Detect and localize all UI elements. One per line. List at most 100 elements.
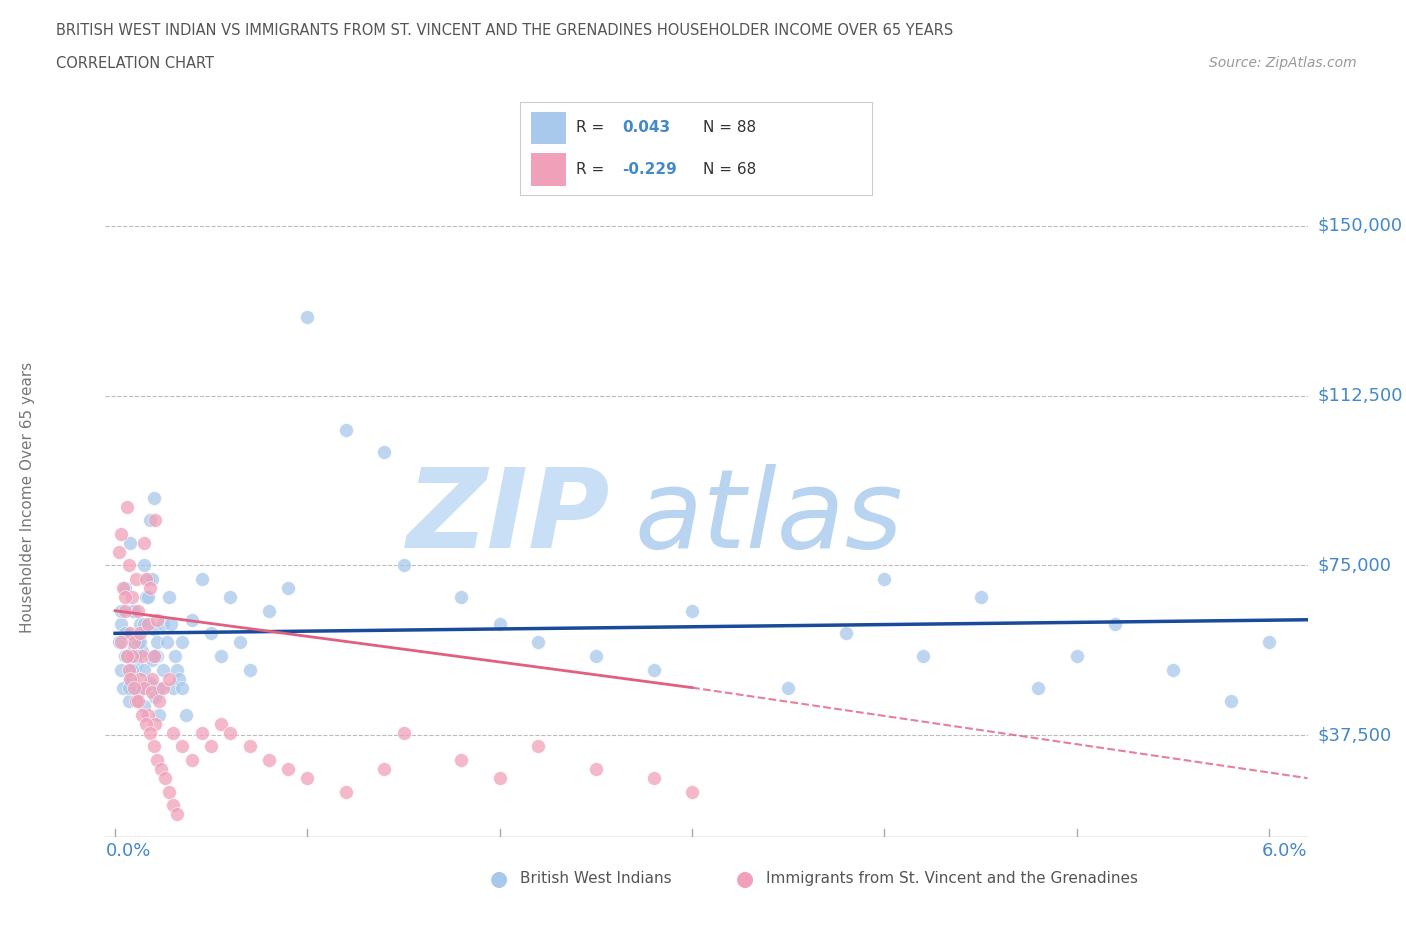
Point xyxy=(121,604,143,618)
Point xyxy=(138,580,160,595)
Point xyxy=(125,648,148,663)
Point xyxy=(120,626,142,641)
Point xyxy=(135,716,157,731)
Point xyxy=(138,512,160,527)
Point xyxy=(219,590,242,604)
Point xyxy=(142,739,165,754)
Point xyxy=(138,725,160,740)
Point xyxy=(873,572,896,587)
Text: N = 68: N = 68 xyxy=(703,162,756,177)
Text: $112,500: $112,500 xyxy=(1317,387,1403,405)
Point xyxy=(335,784,357,799)
Point xyxy=(121,590,143,604)
Point xyxy=(167,671,190,686)
Point xyxy=(141,684,163,699)
Point xyxy=(146,648,169,663)
Text: CORRELATION CHART: CORRELATION CHART xyxy=(56,56,214,71)
Point xyxy=(969,590,991,604)
Point xyxy=(297,309,319,324)
Bar xyxy=(531,153,565,186)
Text: BRITISH WEST INDIAN VS IMMIGRANTS FROM ST. VINCENT AND THE GRENADINES HOUSEHOLDE: BRITISH WEST INDIAN VS IMMIGRANTS FROM S… xyxy=(56,23,953,38)
Text: N = 88: N = 88 xyxy=(703,120,756,135)
Point xyxy=(115,499,138,514)
Bar xyxy=(531,112,565,144)
Point xyxy=(145,648,167,663)
Point xyxy=(148,694,170,709)
Point xyxy=(488,771,510,786)
Point xyxy=(257,604,280,618)
Point xyxy=(132,536,155,551)
Text: ●: ● xyxy=(491,869,508,889)
Point xyxy=(129,626,152,641)
Point xyxy=(136,572,159,587)
Point xyxy=(146,635,169,650)
Point xyxy=(527,739,550,754)
Point xyxy=(335,422,357,437)
Point xyxy=(136,617,159,631)
Point xyxy=(114,626,136,641)
Point xyxy=(392,725,415,740)
Point xyxy=(162,680,184,695)
Point xyxy=(141,653,163,668)
Text: Source: ZipAtlas.com: Source: ZipAtlas.com xyxy=(1209,56,1357,70)
Point xyxy=(156,635,179,650)
Point xyxy=(131,708,153,723)
Point xyxy=(108,544,131,559)
Point xyxy=(110,635,132,650)
Point xyxy=(124,680,146,695)
Point xyxy=(125,658,148,672)
Point xyxy=(127,684,149,699)
Point xyxy=(131,648,153,663)
Point xyxy=(681,784,703,799)
Point xyxy=(115,648,138,663)
Point xyxy=(172,680,194,695)
Point xyxy=(110,617,132,631)
Point xyxy=(111,580,134,595)
Point xyxy=(120,671,142,686)
Point xyxy=(181,752,204,767)
Point xyxy=(174,708,197,723)
Text: $75,000: $75,000 xyxy=(1317,556,1391,575)
Point xyxy=(117,680,139,695)
Text: -0.229: -0.229 xyxy=(621,162,676,177)
Point xyxy=(114,580,136,595)
Point xyxy=(131,644,153,658)
Point xyxy=(200,739,222,754)
Point xyxy=(153,771,176,786)
Point xyxy=(585,762,607,777)
Point xyxy=(373,762,395,777)
Point xyxy=(200,626,222,641)
Point xyxy=(157,671,180,686)
Point xyxy=(643,771,665,786)
Point xyxy=(121,671,143,686)
Point xyxy=(162,798,184,813)
Point xyxy=(1219,694,1241,709)
Point xyxy=(117,558,139,573)
Point xyxy=(115,648,138,663)
Text: R =: R = xyxy=(576,120,610,135)
Point xyxy=(181,612,204,627)
Point xyxy=(277,762,299,777)
Point xyxy=(778,680,800,695)
Point xyxy=(124,604,146,618)
Point xyxy=(1026,680,1049,695)
Point xyxy=(160,617,183,631)
Point xyxy=(129,635,152,650)
Point xyxy=(172,739,194,754)
Point xyxy=(209,716,232,731)
Point xyxy=(124,640,146,655)
Text: $37,500: $37,500 xyxy=(1317,726,1392,744)
Point xyxy=(1258,635,1281,650)
Point xyxy=(138,676,160,691)
Point xyxy=(643,662,665,677)
Point xyxy=(132,680,155,695)
Point xyxy=(121,662,143,677)
Point xyxy=(142,621,165,636)
Point xyxy=(148,708,170,723)
Point xyxy=(162,725,184,740)
Point xyxy=(142,648,165,663)
Point xyxy=(110,526,132,541)
Point xyxy=(127,694,149,709)
Point xyxy=(148,680,170,695)
Point xyxy=(132,558,155,573)
